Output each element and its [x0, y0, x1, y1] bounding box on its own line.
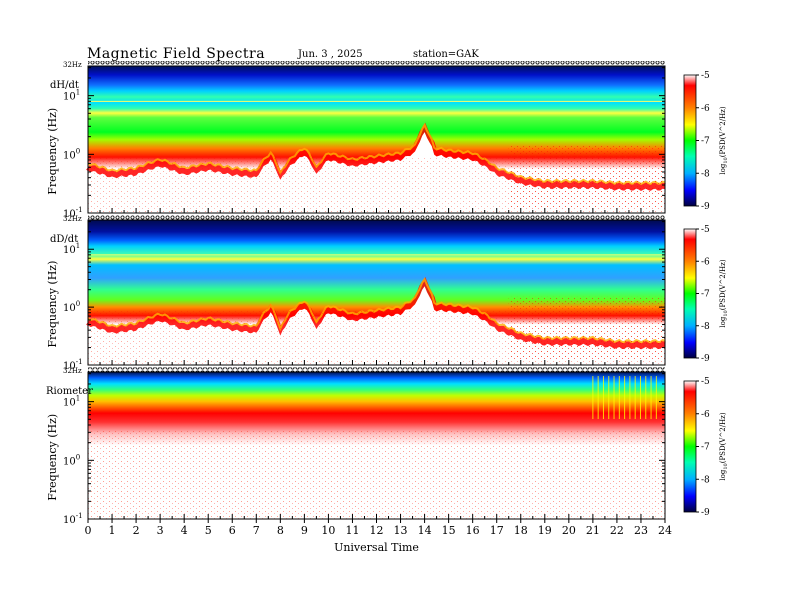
colorbar-tick-label: -8 [701, 475, 710, 485]
y-top-label: 32Hz [63, 215, 82, 223]
y-tick-exp: 0 [76, 147, 80, 155]
late-noise [508, 296, 665, 361]
x-tick-label: 0 [85, 524, 92, 537]
x-tick-label: 18 [514, 524, 528, 537]
figure-title: Magnetic Field Spectra [87, 46, 266, 62]
x-tick-label: 14 [418, 524, 432, 537]
y-tick-label: 100 [63, 147, 80, 161]
x-tick-label: 12 [370, 524, 384, 537]
x-tick-label: 13 [394, 524, 408, 537]
x-tick-label: 11 [345, 524, 359, 537]
late-noise [508, 143, 665, 209]
y-tick-label: 100 [63, 300, 80, 314]
y-tick-label: 100 [63, 453, 80, 467]
colorbar-label: log10(PSD(V^2/Hz) [719, 412, 729, 480]
y-tick-exp: 1 [76, 395, 80, 403]
x-tick-label: 24 [658, 524, 672, 537]
colorbar-tick-label: -5 [701, 225, 710, 235]
colorbar-tick-label: -9 [701, 354, 710, 364]
colorbar-tick-label: -8 [701, 169, 710, 179]
colorbar-label: log10(PSD(V^2/Hz) [719, 259, 729, 327]
colorbar-tick-label: -7 [701, 443, 710, 453]
date-label: Jun. 3 , 2025 [298, 49, 363, 60]
x-tick-label: 3 [157, 524, 164, 537]
colorbar-tick-label: -9 [701, 508, 710, 518]
colorbar-tick-label: -6 [701, 257, 710, 267]
x-tick-label: 4 [181, 524, 188, 537]
y-axis-label: Frequency (Hz) [46, 261, 59, 348]
station-label: station=GAK [413, 49, 479, 60]
top-tick-strip [88, 367, 665, 372]
y-tick-exp: -1 [76, 512, 83, 520]
colorbar-tick-label: -9 [701, 202, 710, 212]
panel-name: dD/dt [50, 234, 78, 245]
top-tick-strip [88, 61, 665, 66]
colorbar-tick-label: -8 [701, 322, 710, 332]
y-tick-exp: 0 [76, 300, 80, 308]
x-tick-label: 10 [321, 524, 335, 537]
x-tick-label: 1 [109, 524, 116, 537]
x-tick-label: 19 [538, 524, 552, 537]
noise-speckle [88, 430, 665, 519]
y-tick-exp: 1 [76, 89, 80, 97]
x-tick-label: 7 [253, 524, 260, 537]
x-tick-label: 23 [634, 524, 648, 537]
y-top-label: 32Hz [63, 367, 82, 375]
panel-name: Riometer [46, 386, 93, 397]
x-tick-label: 2 [133, 524, 140, 537]
colorbar-tick-label: -5 [701, 71, 710, 81]
x-tick-label: 6 [229, 524, 236, 537]
x-tick-label: 9 [301, 524, 308, 537]
top-tick-strip [88, 215, 665, 220]
colorbar-tick-label: -6 [701, 104, 710, 114]
panel-name: dH/dt [50, 80, 79, 91]
x-tick-label: 22 [610, 524, 624, 537]
colorbar-tick-label: -6 [701, 410, 710, 420]
y-tick-exp: -1 [76, 358, 83, 366]
y-axis-label: Frequency (Hz) [46, 414, 59, 501]
colorbar-tick-label: -5 [701, 377, 710, 387]
colorbar-tick-label: -7 [701, 137, 710, 147]
colorbar [683, 74, 697, 207]
x-axis-label: Universal Time [334, 541, 419, 554]
colorbar-tick-label: -7 [701, 290, 710, 300]
y-top-label: 32Hz [63, 61, 82, 69]
y-axis-label: Frequency (Hz) [46, 108, 59, 195]
y-tick-exp: -1 [76, 206, 83, 214]
y-tick-exp: 1 [76, 242, 80, 250]
x-tick-label: 8 [277, 524, 284, 537]
x-tick-label: 15 [442, 524, 456, 537]
y-tick-label: 10-1 [63, 512, 83, 526]
x-tick-label: 5 [205, 524, 212, 537]
x-tick-label: 21 [586, 524, 600, 537]
colorbar [683, 380, 697, 513]
y-tick-exp: 0 [76, 453, 80, 461]
x-tick-label: 16 [466, 524, 480, 537]
x-tick-label: 20 [562, 524, 576, 537]
colorbar-label: log10(PSD(V^2/Hz) [719, 106, 729, 174]
colorbar [683, 228, 697, 359]
x-tick-label: 17 [490, 524, 504, 537]
